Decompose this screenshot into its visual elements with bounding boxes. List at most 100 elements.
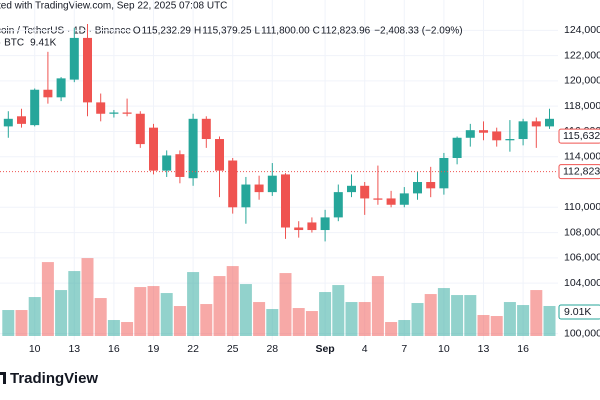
y-tick-label: 122,000 bbox=[564, 49, 600, 61]
volume-bar bbox=[94, 298, 107, 336]
volume-bar bbox=[41, 262, 54, 336]
candle-body bbox=[373, 198, 383, 200]
candle-body bbox=[518, 121, 528, 140]
legend-value: 115,232.29 bbox=[142, 26, 192, 37]
candle-body bbox=[241, 184, 251, 208]
y-tick-label: 124,000 bbox=[564, 24, 600, 36]
volume-name: · BTC bbox=[0, 38, 24, 49]
candle-body bbox=[399, 193, 409, 205]
legend-volume: 9.41K bbox=[30, 38, 56, 49]
volume-bar bbox=[451, 295, 464, 336]
x-tick-label: 10 bbox=[29, 343, 41, 355]
volume-bar bbox=[279, 273, 292, 336]
volume-bar bbox=[543, 305, 556, 336]
candle-body bbox=[360, 185, 370, 199]
volume-label-box bbox=[558, 304, 600, 320]
volume-bar bbox=[253, 302, 266, 336]
candle-body bbox=[175, 154, 185, 177]
x-tick-label: 22 bbox=[187, 343, 199, 355]
volume-bar bbox=[200, 304, 213, 336]
x-tick-label: 13 bbox=[68, 343, 80, 355]
candle-body bbox=[215, 139, 224, 171]
legend-change: −2,408.33 (−2.09%) bbox=[374, 26, 462, 37]
volume-bar bbox=[477, 315, 490, 336]
volume-bar bbox=[464, 295, 477, 336]
x-tick-label: 16 bbox=[108, 343, 120, 355]
candle-body bbox=[56, 78, 66, 98]
candle-body bbox=[465, 130, 475, 138]
candle-body bbox=[333, 192, 343, 218]
volume-bar bbox=[226, 266, 239, 336]
candle-body bbox=[17, 116, 26, 124]
volume-bar bbox=[121, 322, 134, 336]
candle-body bbox=[267, 175, 277, 193]
legend-key: C bbox=[313, 26, 320, 37]
volume-bar bbox=[292, 308, 305, 336]
volume-bar bbox=[424, 294, 437, 336]
y-tick-label: 118,000 bbox=[564, 100, 600, 112]
candle-body bbox=[135, 113, 145, 145]
legend-key: L bbox=[255, 26, 261, 37]
candle-body bbox=[307, 222, 317, 231]
volume-bar bbox=[305, 311, 318, 336]
candle-body bbox=[254, 184, 264, 193]
candle-body bbox=[452, 137, 462, 158]
volume-bar bbox=[134, 287, 147, 336]
candle-body bbox=[30, 89, 40, 126]
volume-bar bbox=[2, 310, 15, 336]
candle-body bbox=[3, 118, 13, 127]
candle-body bbox=[386, 198, 396, 205]
volume-bar bbox=[398, 320, 411, 336]
x-tick-label: 10 bbox=[438, 343, 450, 355]
symbol: coin / TetherUS · 1D · Binance bbox=[0, 26, 131, 37]
y-tick-label: 106,000 bbox=[564, 252, 600, 264]
candle-body bbox=[492, 131, 502, 141]
legend-value: 115,379.25 bbox=[202, 26, 252, 37]
price-label-box bbox=[558, 128, 600, 144]
candle-body bbox=[149, 127, 158, 171]
volume-bar bbox=[503, 302, 516, 336]
price-label: 115,632 bbox=[563, 130, 600, 142]
volume-bar bbox=[358, 302, 371, 336]
volume-bar bbox=[239, 284, 252, 336]
y-tick-label: 114,000 bbox=[564, 151, 600, 163]
logo-icon bbox=[0, 372, 6, 384]
candle-body bbox=[347, 185, 356, 193]
y-tick-label: 100,000 bbox=[564, 327, 600, 339]
volume-bar bbox=[107, 320, 120, 336]
price-label: 112,823 bbox=[563, 165, 600, 177]
volume-bar bbox=[213, 276, 226, 336]
x-tick-label: Sep bbox=[315, 343, 334, 355]
price-label-box bbox=[558, 164, 600, 180]
y-tick-label: 104,000 bbox=[564, 277, 600, 289]
volume-bar bbox=[187, 272, 200, 336]
candle-body bbox=[122, 112, 132, 114]
x-tick-label: 25 bbox=[227, 343, 239, 355]
legend-key: H bbox=[194, 26, 201, 37]
x-tick-label: 4 bbox=[362, 343, 368, 355]
volume-label: 9.01K bbox=[564, 306, 591, 318]
candle-body bbox=[201, 118, 211, 140]
candle-body bbox=[294, 227, 304, 231]
volume-bar bbox=[15, 310, 28, 336]
volume-bar bbox=[332, 285, 345, 336]
candle-body bbox=[479, 130, 488, 133]
volume-bar bbox=[385, 322, 398, 336]
logo: TradingView bbox=[0, 370, 98, 387]
volume-bar bbox=[266, 309, 279, 336]
volume-bar bbox=[437, 288, 450, 336]
logo-text: TradingView bbox=[10, 370, 98, 387]
candle-body bbox=[162, 155, 172, 171]
candle-body bbox=[69, 37, 79, 80]
candle-body bbox=[43, 89, 53, 98]
y-tick-label: 120,000 bbox=[564, 75, 600, 87]
legend-value: 111,800.00 bbox=[261, 26, 310, 37]
volume-bar bbox=[173, 306, 186, 336]
candle-body bbox=[109, 112, 119, 114]
candle-body bbox=[228, 160, 238, 208]
volume-bar bbox=[160, 293, 173, 336]
x-tick-label: 28 bbox=[266, 343, 278, 355]
volume-bar bbox=[517, 305, 530, 336]
volume-bar bbox=[319, 292, 332, 336]
